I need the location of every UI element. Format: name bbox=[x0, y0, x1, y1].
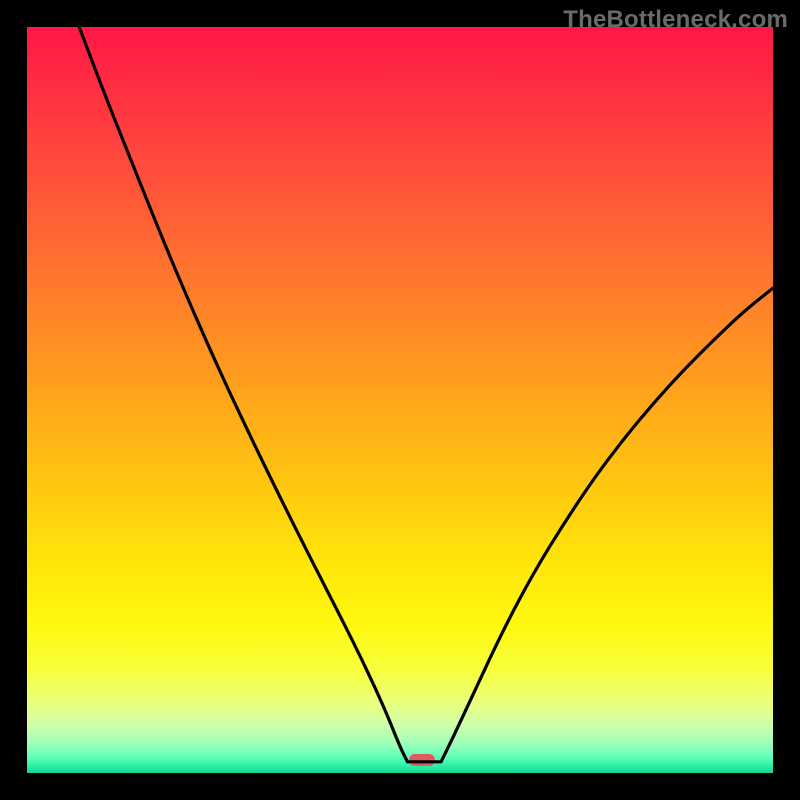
watermark-text: TheBottleneck.com bbox=[563, 6, 788, 34]
bottleneck-curve bbox=[27, 27, 773, 773]
plot-area bbox=[27, 27, 773, 773]
chart-container: TheBottleneck.com bbox=[0, 0, 800, 800]
